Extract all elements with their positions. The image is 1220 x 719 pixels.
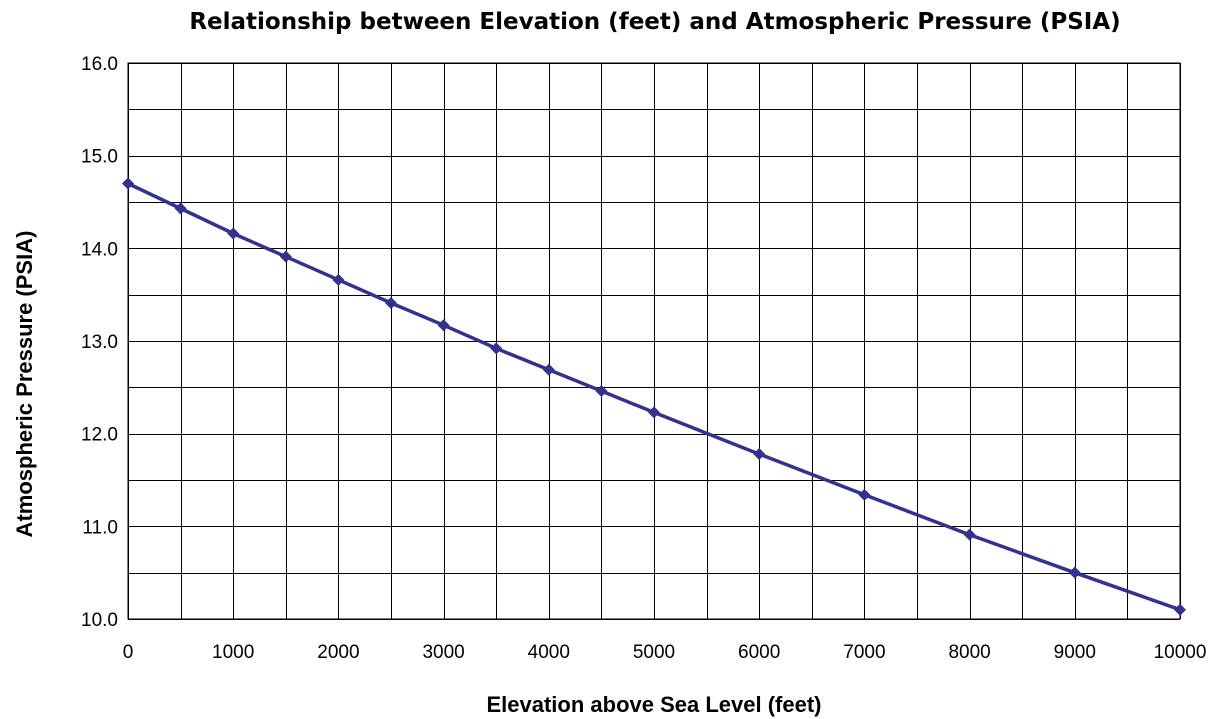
x-tick-label: 6000 [738, 642, 780, 663]
x-tick-label: 9000 [1054, 642, 1096, 663]
data-point-marker [174, 202, 187, 215]
tick-labels: 0 1000 2000 3000 4000 5000 6000 7000 8000 9000 100… [81, 54, 1206, 663]
data-point-marker [1174, 603, 1186, 616]
data-point-marker [227, 227, 240, 240]
x-tick-label: 8000 [948, 642, 990, 663]
data-point-marker [279, 250, 292, 263]
x-tick-label: 2000 [317, 642, 359, 663]
data-point-marker [858, 488, 871, 501]
data-point-marker [490, 342, 503, 355]
series-layer [122, 177, 1186, 616]
data-point-marker [753, 448, 766, 461]
data-point-marker [122, 177, 134, 190]
y-axis-label: Atmospheric Pressure (PSIA) [12, 231, 37, 538]
x-tick-label: 5000 [633, 642, 675, 663]
x-axis-label: Elevation above Sea Level (feet) [486, 692, 821, 717]
x-tick-label: 0 [123, 642, 134, 663]
y-tick-label: 16.0 [81, 54, 118, 75]
x-tick-label: 4000 [528, 642, 570, 663]
data-point-marker [963, 528, 976, 541]
y-tick-label: 10.0 [81, 610, 118, 631]
data-point-marker [648, 406, 660, 419]
y-tick-label: 14.0 [81, 239, 118, 260]
x-tick-label: 3000 [422, 642, 464, 663]
series-line [126, 181, 1182, 612]
data-point-marker [332, 273, 345, 286]
data-point-marker [542, 363, 555, 376]
y-tick-label: 12.0 [81, 425, 118, 446]
y-tick-label: 15.0 [81, 147, 118, 168]
data-point-marker [437, 319, 450, 332]
chart-title: Relationship between Elevation (feet) an… [189, 9, 1120, 35]
data-point-marker [1068, 566, 1081, 579]
x-tick-label: 10000 [1154, 642, 1207, 663]
x-tick-label: 7000 [843, 642, 885, 663]
data-point-marker [595, 385, 608, 398]
y-tick-label: 11.0 [82, 517, 118, 538]
plot-area-frame [127, 62, 1181, 620]
y-tick-label: 13.0 [81, 332, 118, 353]
x-tick-label: 1000 [212, 642, 254, 663]
grid [128, 63, 1181, 620]
data-point-marker [385, 297, 397, 310]
